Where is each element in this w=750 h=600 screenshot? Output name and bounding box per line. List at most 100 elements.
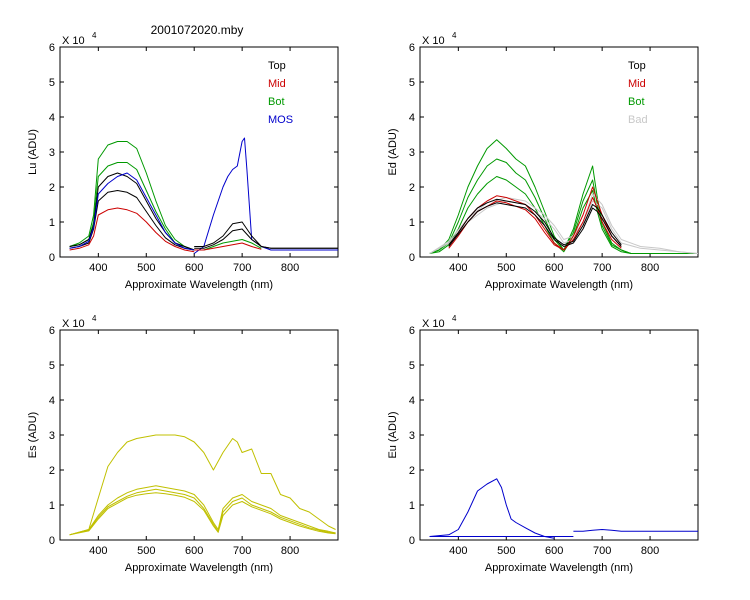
lu-ytick-label: 6 bbox=[49, 42, 55, 54]
es-ytick-label: 0 bbox=[49, 535, 55, 547]
eu-xtick-label: 500 bbox=[497, 545, 515, 557]
ed-panel: 0 1 2 3 4 5 6 400 500 600 700 800 X 10 4 Approximate W… bbox=[387, 31, 699, 291]
es-xtick-label: 800 bbox=[281, 545, 299, 557]
es-ytick-label: 5 bbox=[49, 360, 55, 372]
ed-series-bot-line bbox=[429, 176, 698, 254]
es-series-es-line bbox=[69, 492, 336, 536]
lu-ytick-label: 0 bbox=[49, 252, 55, 264]
eu-series-eu-line bbox=[573, 529, 698, 532]
es-panel: 0 1 2 3 4 5 6 400 500 600 700 800 X 10 4 Approximate W… bbox=[27, 314, 339, 574]
ed-ytick-label: 4 bbox=[409, 112, 415, 124]
eu-xtick-label: 600 bbox=[545, 545, 563, 557]
es-series-es-line bbox=[69, 488, 336, 536]
eu-series-eu-line bbox=[429, 478, 555, 539]
ed-series-bad-line bbox=[429, 200, 699, 254]
es-xtick-label: 600 bbox=[185, 545, 203, 557]
es-ytick-label: 3 bbox=[49, 430, 55, 442]
lu-series-mos-line bbox=[69, 172, 195, 251]
lu-ylabel: Lu (ADU) bbox=[27, 129, 39, 175]
ed-exponent-power: 4 bbox=[452, 31, 457, 40]
es-plot-frame bbox=[59, 329, 339, 541]
eu-xtick-label: 400 bbox=[449, 545, 467, 557]
lu-xtick-label: 600 bbox=[185, 262, 203, 274]
ed-ytick-label: 1 bbox=[409, 217, 415, 229]
eu-ytick-label: 6 bbox=[409, 325, 415, 337]
lu-exponent-label: X 10 bbox=[62, 35, 85, 47]
lu-legend-mid: Mid bbox=[268, 78, 286, 90]
lu-series-top-line bbox=[194, 221, 338, 249]
eu-plot-frame bbox=[419, 329, 699, 541]
ed-ylabel: Ed (ADU) bbox=[387, 128, 399, 175]
ed-ytick-label: 0 bbox=[409, 252, 415, 264]
lu-series-mid-line bbox=[69, 207, 195, 253]
ed-xtick-label: 600 bbox=[545, 262, 563, 274]
es-xlabel: Approximate Wavelength (nm) bbox=[125, 562, 273, 574]
lu-legend-top: Top bbox=[268, 60, 286, 72]
eu-exponent-label: X 10 bbox=[422, 318, 445, 330]
lu-ytick-label: 4 bbox=[49, 112, 55, 124]
lu-xlabel: Approximate Wavelength (nm) bbox=[125, 279, 273, 291]
eu-xlabel: Approximate Wavelength (nm) bbox=[485, 562, 633, 574]
ed-xtick-label: 800 bbox=[641, 262, 659, 274]
ed-ytick-label: 2 bbox=[409, 182, 415, 194]
ed-ytick-label: 5 bbox=[409, 77, 415, 89]
eu-ytick-label: 0 bbox=[409, 535, 415, 547]
es-ytick-label: 4 bbox=[49, 395, 55, 407]
ed-legend-mid: Mid bbox=[628, 78, 646, 90]
lu-series-mid-line bbox=[194, 242, 262, 251]
eu-ytick-label: 4 bbox=[409, 395, 415, 407]
es-ytick-label: 2 bbox=[49, 465, 55, 477]
ed-exponent-label: X 10 bbox=[422, 35, 445, 47]
eu-ytick-label: 3 bbox=[409, 430, 415, 442]
lu-exponent-power: 4 bbox=[92, 31, 97, 40]
lu-legend-bot: Bot bbox=[268, 96, 285, 108]
ed-xtick-label: 400 bbox=[449, 262, 467, 274]
lu-xtick-label: 800 bbox=[281, 262, 299, 274]
es-exponent-power: 4 bbox=[92, 314, 97, 323]
ed-legend-top: Top bbox=[628, 60, 646, 72]
lu-ytick-label: 1 bbox=[49, 217, 55, 229]
lu-xtick-label: 400 bbox=[89, 262, 107, 274]
es-xtick-label: 700 bbox=[233, 545, 251, 557]
ed-xtick-label: 500 bbox=[497, 262, 515, 274]
ed-ytick-label: 6 bbox=[409, 42, 415, 54]
ed-series-bot-line bbox=[429, 139, 698, 254]
es-series-es-line bbox=[69, 434, 336, 536]
eu-ylabel: Eu (ADU) bbox=[387, 411, 399, 458]
lu-ytick-label: 3 bbox=[49, 147, 55, 159]
eu-ytick-label: 2 bbox=[409, 465, 415, 477]
lu-series-top-line bbox=[194, 228, 338, 249]
ed-legend-bot: Bot bbox=[628, 96, 645, 108]
es-series-es-line bbox=[69, 485, 336, 536]
eu-panel: 0 1 2 3 4 5 6 400 500 600 700 800 X 10 4 Approximate W… bbox=[387, 314, 699, 574]
ed-legend-bad: Bad bbox=[628, 114, 648, 126]
lu-xtick-label: 500 bbox=[137, 262, 155, 274]
eu-xtick-label: 800 bbox=[641, 545, 659, 557]
lu-series-bot-line bbox=[69, 141, 195, 251]
lu-ytick-label: 2 bbox=[49, 182, 55, 194]
es-ylabel: Es (ADU) bbox=[27, 412, 39, 458]
lu-ytick-label: 5 bbox=[49, 77, 55, 89]
ed-series-top-line bbox=[448, 202, 622, 247]
eu-xtick-label: 700 bbox=[593, 545, 611, 557]
eu-ytick-label: 5 bbox=[409, 360, 415, 372]
es-xtick-label: 400 bbox=[89, 545, 107, 557]
lu-panel: 0 1 2 3 4 5 6 400 500 600 700 800 X 10 4 Approximate W… bbox=[27, 31, 339, 291]
ed-series-top-line bbox=[448, 198, 622, 246]
ed-xlabel: Approximate Wavelength (nm) bbox=[485, 279, 633, 291]
es-ytick-label: 6 bbox=[49, 325, 55, 337]
es-exponent-label: X 10 bbox=[62, 318, 85, 330]
es-xtick-label: 500 bbox=[137, 545, 155, 557]
figure-title: 2001072020.mby bbox=[151, 23, 244, 37]
es-ytick-label: 1 bbox=[49, 500, 55, 512]
lu-xtick-label: 700 bbox=[233, 262, 251, 274]
lu-plot-frame bbox=[59, 46, 339, 258]
eu-ytick-label: 1 bbox=[409, 500, 415, 512]
eu-exponent-power: 4 bbox=[452, 314, 457, 323]
lu-series-top-line bbox=[69, 190, 195, 251]
ed-ytick-label: 3 bbox=[409, 147, 415, 159]
lu-series-mos-line bbox=[193, 137, 338, 254]
lu-legend-mos: MOS bbox=[268, 114, 293, 126]
